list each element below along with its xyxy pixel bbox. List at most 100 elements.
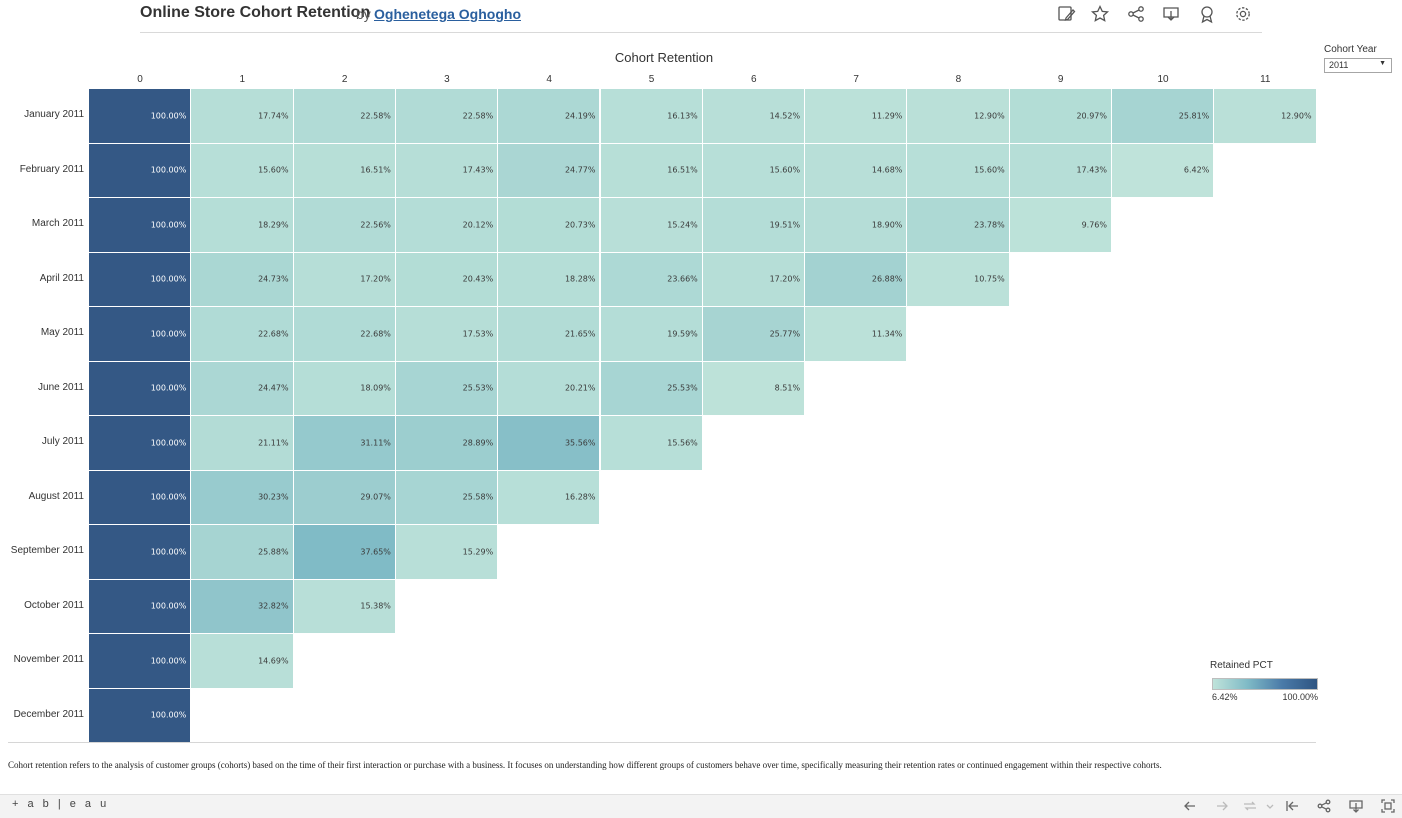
heatmap-cell[interactable]: 100.00% [89, 579, 192, 634]
heatmap-cell[interactable]: 35.56% [498, 416, 601, 471]
cell-value: 15.60% [974, 165, 1005, 175]
heatmap-cell[interactable]: 15.29% [395, 525, 499, 580]
heatmap-cell[interactable]: 25.88% [191, 525, 294, 580]
heatmap-cell[interactable]: 15.60% [702, 143, 806, 198]
heatmap-cell[interactable]: 20.12% [395, 198, 499, 253]
settings-icon[interactable] [1233, 4, 1253, 24]
heatmap-cell[interactable]: 100.00% [89, 525, 192, 580]
heatmap-cell[interactable]: 22.68% [293, 307, 396, 362]
heatmap-cell[interactable]: 100.00% [89, 416, 192, 471]
heatmap-cell[interactable]: 20.73% [498, 198, 601, 253]
heatmap-cell[interactable]: 18.90% [805, 198, 908, 253]
heatmap-cell[interactable]: 100.00% [89, 634, 192, 689]
heatmap-cell[interactable]: 12.90% [907, 89, 1010, 144]
heatmap-cell[interactable]: 15.38% [293, 579, 396, 634]
heatmap-cell[interactable]: 100.00% [89, 470, 192, 525]
heatmap-cell[interactable]: 15.24% [600, 198, 703, 253]
heatmap-cell[interactable]: 15.60% [907, 143, 1010, 198]
heatmap-cell[interactable]: 20.97% [1009, 89, 1112, 144]
heatmap-cell[interactable]: 16.51% [293, 143, 396, 198]
heatmap-cell[interactable]: 22.68% [191, 307, 294, 362]
heatmap-cell[interactable]: 17.43% [395, 143, 499, 198]
heatmap-cell[interactable]: 14.69% [191, 634, 294, 689]
fullscreen-icon[interactable] [1380, 798, 1396, 814]
heatmap-cell[interactable]: 100.00% [89, 361, 192, 416]
heatmap-cell[interactable]: 15.60% [191, 143, 294, 198]
heatmap-cell[interactable]: 19.59% [600, 307, 703, 362]
heatmap-cell[interactable]: 17.43% [1009, 143, 1112, 198]
star-icon[interactable] [1090, 4, 1110, 24]
heatmap-cell[interactable]: 21.65% [498, 307, 601, 362]
heatmap-cell[interactable]: 11.34% [805, 307, 908, 362]
heatmap-cell[interactable]: 14.68% [805, 143, 908, 198]
heatmap-cell[interactable]: 29.07% [293, 470, 396, 525]
download-icon[interactable] [1348, 798, 1364, 814]
heatmap-cell[interactable]: 100.00% [89, 688, 192, 743]
heatmap-cell[interactable]: 16.13% [600, 89, 703, 144]
heatmap-cell[interactable]: 23.66% [600, 252, 703, 307]
heatmap-cell[interactable]: 24.47% [191, 361, 294, 416]
heatmap-cell[interactable]: 25.77% [702, 307, 806, 362]
heatmap-cell[interactable]: 25.53% [395, 361, 499, 416]
heatmap-cell[interactable]: 16.28% [498, 470, 601, 525]
chevron-down-icon[interactable] [1262, 798, 1278, 814]
heatmap-cell[interactable]: 11.29% [805, 89, 908, 144]
tableau-logo[interactable]: + a b | e a u [12, 798, 110, 810]
heatmap-cell[interactable]: 24.19% [498, 89, 601, 144]
heatmap-cell[interactable]: 17.20% [293, 252, 396, 307]
heatmap-cell[interactable]: 14.52% [702, 89, 806, 144]
reset-icon[interactable] [1284, 798, 1300, 814]
heatmap-cell[interactable]: 100.00% [89, 252, 192, 307]
redo-icon[interactable] [1214, 798, 1230, 814]
heatmap-cell[interactable]: 25.81% [1112, 89, 1215, 144]
heatmap-cell[interactable]: 20.43% [395, 252, 499, 307]
heatmap-cell[interactable]: 22.58% [293, 89, 396, 144]
heatmap-cell[interactable]: 18.28% [498, 252, 601, 307]
heatmap-cell[interactable]: 30.23% [191, 470, 294, 525]
heatmap-cell[interactable]: 37.65% [293, 525, 396, 580]
heatmap-cell[interactable]: 22.58% [395, 89, 499, 144]
heatmap-cell[interactable]: 20.21% [498, 361, 601, 416]
heatmap-cell[interactable]: 31.11% [293, 416, 396, 471]
author-link[interactable]: Oghenetega Oghogho [374, 6, 521, 22]
heatmap-cell[interactable]: 10.75% [907, 252, 1010, 307]
heatmap-cell[interactable]: 24.73% [191, 252, 294, 307]
heatmap-cell[interactable]: 100.00% [89, 307, 192, 362]
heatmap-cell[interactable]: 24.77% [498, 143, 601, 198]
cohort-year-dropdown[interactable]: 2011 ▼ [1324, 58, 1392, 73]
heatmap-cell[interactable]: 12.90% [1214, 89, 1317, 144]
heatmap-cell[interactable]: 28.89% [395, 416, 499, 471]
heatmap-cell[interactable]: 9.76% [1009, 198, 1112, 253]
badge-icon[interactable] [1197, 4, 1217, 24]
heatmap-cell[interactable]: 100.00% [89, 89, 192, 144]
cell-value: 30.23% [258, 492, 289, 502]
share-icon[interactable] [1316, 798, 1332, 814]
heatmap-cell[interactable]: 17.53% [395, 307, 499, 362]
heatmap-cell[interactable]: 15.56% [600, 416, 703, 471]
heatmap-cell[interactable]: 18.29% [191, 198, 294, 253]
heatmap-cell[interactable]: 22.56% [293, 198, 396, 253]
heatmap-cell[interactable]: 26.88% [805, 252, 908, 307]
heatmap-cell[interactable]: 100.00% [89, 143, 192, 198]
heatmap-cell[interactable]: 23.78% [907, 198, 1010, 253]
heatmap-cell[interactable]: 16.51% [600, 143, 703, 198]
heatmap-cell[interactable]: 32.82% [191, 579, 294, 634]
heatmap-cell[interactable]: 100.00% [89, 198, 192, 253]
revert-icon[interactable] [1242, 798, 1258, 814]
heatmap-cell[interactable]: 17.74% [191, 89, 294, 144]
undo-icon[interactable] [1182, 798, 1198, 814]
heatmap-cell[interactable]: 17.20% [702, 252, 806, 307]
heatmap-cell[interactable]: 25.53% [600, 361, 703, 416]
heatmap-cell[interactable]: 25.58% [395, 470, 499, 525]
edit-icon[interactable] [1056, 4, 1076, 24]
share-icon[interactable] [1126, 4, 1146, 24]
cell-value: 18.28% [564, 274, 596, 284]
cell-value: 20.97% [1076, 111, 1107, 121]
heatmap-cell[interactable]: 19.51% [702, 198, 806, 253]
heatmap-cell[interactable]: 21.11% [191, 416, 294, 471]
download-icon[interactable] [1161, 4, 1181, 24]
cell-value: 19.51% [769, 220, 801, 230]
heatmap-cell[interactable]: 8.51% [702, 361, 806, 416]
heatmap-cell[interactable]: 18.09% [293, 361, 396, 416]
heatmap-cell[interactable]: 6.42% [1112, 143, 1215, 198]
